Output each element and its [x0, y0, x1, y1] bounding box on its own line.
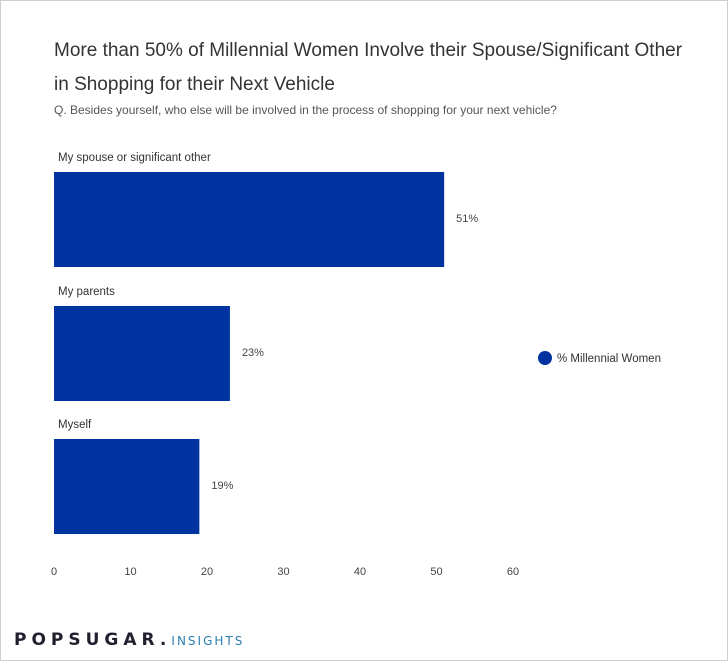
category-label: Myself: [58, 419, 92, 431]
logo-sub-text: INSIGHTS: [171, 634, 245, 648]
data-label: 23%: [242, 347, 264, 359]
category-label: My spouse or significant other: [58, 152, 211, 164]
chart-title: More than 50% of Millennial Women Involv…: [54, 40, 683, 95]
category-label: My parents: [58, 286, 115, 298]
popsugar-insights-logo: POPSUGAR.INSIGHTS: [14, 628, 244, 653]
x-tick-label: 0: [51, 566, 57, 578]
legend-label: % Millennial Women: [557, 353, 661, 365]
bar: [54, 439, 200, 534]
bar: [54, 306, 230, 401]
x-tick-label: 60: [507, 566, 519, 578]
legend-marker: [538, 351, 552, 365]
x-tick-label: 50: [430, 566, 442, 578]
x-tick-label: 20: [201, 566, 213, 578]
chart-subtitle: Q. Besides yourself, who else will be in…: [54, 103, 557, 117]
x-tick-label: 30: [277, 566, 289, 578]
logo-main-text: POPSUGAR.: [14, 630, 172, 650]
data-label: 51%: [456, 213, 478, 225]
bar: [54, 172, 445, 267]
x-tick-label: 40: [354, 566, 366, 578]
x-tick-label: 10: [124, 566, 136, 578]
data-label: 19%: [211, 480, 233, 492]
